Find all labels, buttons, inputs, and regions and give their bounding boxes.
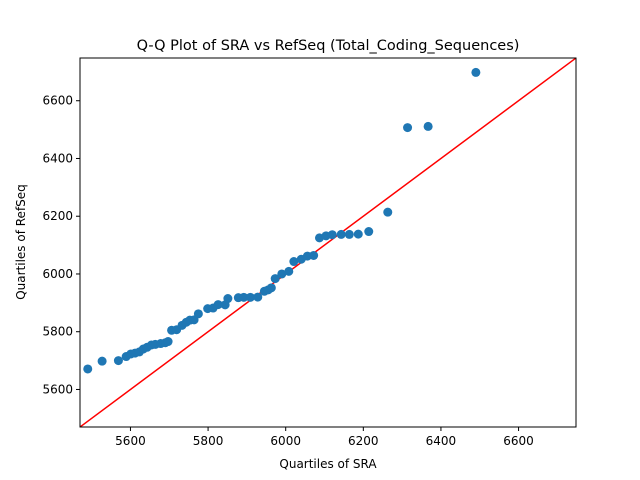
x-axis-label: Quartiles of SRA bbox=[279, 457, 377, 471]
y-tick-label: 5600 bbox=[42, 382, 73, 396]
data-point bbox=[423, 121, 433, 131]
y-axis-ticks: 5600 5800 6000 6200 6400 6600 bbox=[42, 94, 80, 396]
data-point bbox=[270, 274, 280, 284]
data-point bbox=[113, 356, 123, 366]
data-point bbox=[213, 300, 223, 310]
reference-line bbox=[80, 58, 576, 427]
reference-line-layer bbox=[80, 58, 576, 427]
data-point bbox=[163, 337, 173, 347]
data-points-layer bbox=[83, 67, 481, 374]
data-point bbox=[193, 309, 203, 319]
data-point bbox=[364, 227, 374, 237]
x-tick-label: 6600 bbox=[503, 434, 534, 448]
data-point bbox=[289, 257, 299, 267]
x-tick-label: 6400 bbox=[426, 434, 457, 448]
y-tick-label: 6600 bbox=[42, 94, 73, 108]
data-point bbox=[83, 364, 93, 374]
data-point bbox=[471, 67, 481, 77]
plot-frame bbox=[79, 57, 577, 428]
data-point bbox=[336, 229, 346, 239]
chart-title: Q-Q Plot of SRA vs RefSeq (Total_Coding_… bbox=[137, 38, 520, 54]
data-point bbox=[284, 266, 294, 276]
x-tick-label: 6000 bbox=[270, 434, 301, 448]
y-axis-label: Quartiles of RefSeq bbox=[14, 184, 28, 300]
data-point bbox=[309, 250, 319, 260]
y-tick-label: 5800 bbox=[42, 325, 73, 339]
x-axis-ticks: 5600 5800 6000 6200 6400 6600 bbox=[115, 427, 534, 448]
x-tick-label: 5600 bbox=[115, 434, 146, 448]
data-point bbox=[383, 207, 393, 217]
data-point bbox=[327, 230, 337, 240]
data-point bbox=[239, 292, 249, 302]
data-point bbox=[97, 356, 107, 366]
data-point bbox=[253, 292, 263, 302]
y-tick-label: 6200 bbox=[42, 209, 73, 223]
x-tick-label: 5800 bbox=[193, 434, 224, 448]
data-point bbox=[344, 229, 354, 239]
data-point bbox=[223, 294, 233, 304]
data-point bbox=[403, 123, 413, 133]
y-tick-label: 6400 bbox=[42, 151, 73, 165]
data-point bbox=[266, 283, 276, 293]
data-point bbox=[353, 229, 363, 239]
y-tick-label: 6000 bbox=[42, 267, 73, 281]
data-point bbox=[277, 269, 287, 279]
data-point bbox=[245, 292, 255, 302]
x-tick-label: 6200 bbox=[348, 434, 379, 448]
